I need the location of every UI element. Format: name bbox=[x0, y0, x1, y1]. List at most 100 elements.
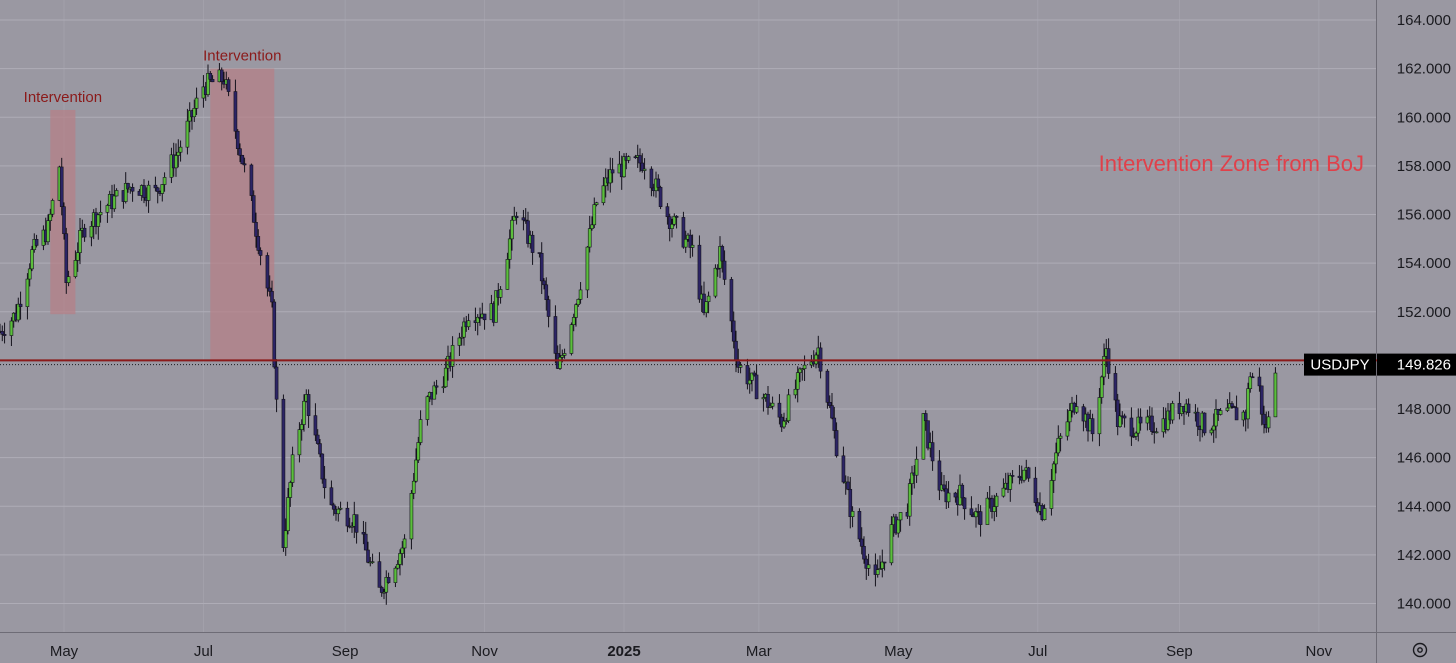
candlesticks bbox=[0, 63, 1278, 605]
candle-body bbox=[610, 169, 615, 174]
candle-body bbox=[1042, 508, 1047, 520]
candle-body bbox=[640, 162, 645, 171]
candle-body bbox=[601, 185, 606, 204]
candle-body bbox=[530, 234, 535, 253]
candle-body bbox=[978, 511, 983, 525]
candle-body bbox=[553, 316, 558, 354]
candle-body bbox=[658, 187, 663, 207]
candle-body bbox=[539, 252, 544, 282]
candle-body bbox=[914, 458, 919, 476]
candle-body bbox=[745, 365, 750, 385]
candle-body bbox=[1170, 403, 1175, 421]
candle-body bbox=[16, 303, 21, 321]
candle-body bbox=[1102, 356, 1106, 378]
candle-body bbox=[478, 316, 482, 319]
candle-body bbox=[62, 206, 66, 235]
candle-body bbox=[514, 215, 519, 219]
candle-body bbox=[898, 512, 903, 521]
candle-body bbox=[734, 340, 738, 361]
candle-body bbox=[507, 238, 512, 260]
candle-body bbox=[414, 459, 418, 482]
candle-body bbox=[562, 353, 567, 356]
candle-body bbox=[1145, 416, 1150, 424]
y-tick-label: 146.000 bbox=[1397, 450, 1451, 467]
candle-body bbox=[123, 183, 128, 202]
candle-body bbox=[576, 299, 581, 306]
candle-body bbox=[930, 442, 935, 462]
candle-body bbox=[398, 553, 402, 565]
candle-body bbox=[155, 187, 160, 192]
intervention-label: Intervention bbox=[24, 89, 102, 106]
settings-icon[interactable] bbox=[1412, 642, 1428, 658]
candle-body bbox=[48, 213, 53, 221]
candle-body bbox=[114, 190, 119, 197]
candle-body bbox=[1026, 467, 1031, 479]
last-price-label: 149.826 bbox=[1397, 357, 1451, 374]
candle-body bbox=[384, 577, 389, 593]
candle-body bbox=[622, 156, 626, 178]
candle-body bbox=[226, 79, 231, 92]
x-tick-label: Sep bbox=[1166, 643, 1193, 660]
candle-body bbox=[802, 364, 807, 370]
candle-body bbox=[1008, 475, 1013, 490]
candle-body bbox=[672, 215, 677, 225]
candle-body bbox=[459, 336, 464, 339]
candle-body bbox=[784, 420, 789, 423]
candle-body bbox=[1230, 403, 1234, 407]
candle-body bbox=[585, 246, 590, 291]
candle-body bbox=[830, 405, 834, 419]
candle-body bbox=[953, 492, 958, 498]
candle-body bbox=[688, 234, 693, 248]
y-tick-label: 152.000 bbox=[1397, 304, 1451, 321]
candle-body bbox=[162, 177, 167, 185]
candle-body bbox=[379, 587, 384, 593]
candle-body bbox=[750, 372, 754, 381]
candle-body bbox=[302, 400, 306, 425]
candle-body bbox=[1225, 407, 1230, 411]
candle-body bbox=[338, 507, 343, 510]
candle-body bbox=[235, 130, 240, 149]
candle-body bbox=[560, 355, 565, 358]
candle-body bbox=[782, 420, 786, 428]
candle-body bbox=[315, 434, 320, 444]
candle-body bbox=[1138, 416, 1143, 424]
candle-body bbox=[78, 230, 82, 253]
candle-body bbox=[880, 561, 885, 569]
candle-body bbox=[665, 206, 670, 218]
x-tick-label: May bbox=[50, 643, 79, 660]
x-tick-label: 2025 bbox=[607, 643, 640, 660]
candle-body bbox=[265, 255, 270, 289]
candle-body bbox=[297, 429, 302, 456]
candle-body bbox=[18, 303, 23, 307]
candle-body bbox=[418, 419, 423, 443]
x-tick-label: Nov bbox=[1306, 643, 1333, 660]
candle-body bbox=[1250, 376, 1255, 379]
y-tick-label: 162.000 bbox=[1397, 61, 1451, 78]
candle-body bbox=[153, 184, 158, 189]
candle-body bbox=[1257, 376, 1262, 387]
y-tick-label: 156.000 bbox=[1397, 207, 1451, 224]
candle-body bbox=[130, 187, 135, 192]
x-tick-label: Jul bbox=[1028, 643, 1047, 660]
intervention-region bbox=[210, 68, 275, 361]
candle-body bbox=[382, 591, 386, 594]
candle-body bbox=[160, 184, 165, 194]
candle-body bbox=[256, 236, 261, 251]
candle-body bbox=[1017, 475, 1022, 478]
candle-body bbox=[875, 569, 880, 575]
candle-body bbox=[105, 205, 110, 213]
candle-body bbox=[1074, 406, 1079, 413]
candle-body bbox=[1001, 487, 1006, 497]
candle-body bbox=[350, 526, 354, 528]
y-tick-label: 148.000 bbox=[1397, 401, 1451, 418]
candle-body bbox=[720, 246, 725, 262]
candle-body bbox=[793, 388, 798, 396]
candle-body bbox=[729, 279, 734, 322]
y-tick-label: 154.000 bbox=[1397, 255, 1451, 272]
candle-body bbox=[921, 413, 926, 460]
candle-body bbox=[994, 495, 999, 507]
candle-body bbox=[656, 178, 661, 188]
candle-body bbox=[510, 219, 514, 240]
candle-body bbox=[800, 368, 805, 371]
